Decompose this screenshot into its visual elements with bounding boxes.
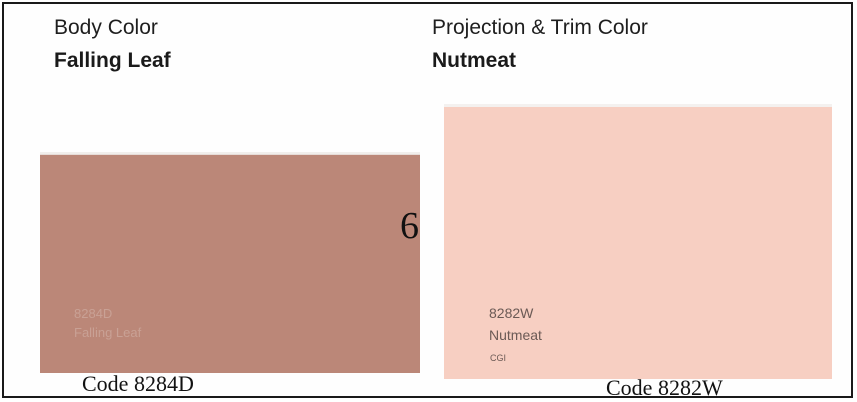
swatch-brand: CGI bbox=[490, 353, 507, 363]
falling-leaf-swatch: 8284D Falling Leaf bbox=[40, 154, 420, 373]
trim-color-heading: Projection & Trim Color bbox=[432, 16, 648, 39]
trim-color-name: Nutmeat bbox=[432, 49, 517, 72]
body-color-name: Falling Leaf bbox=[54, 49, 171, 72]
page-number: 6 bbox=[400, 205, 419, 247]
swatch-label: Falling Leaf bbox=[74, 325, 142, 340]
body-color-heading: Body Color bbox=[54, 16, 158, 39]
right-code-caption: Code 8282W bbox=[606, 375, 723, 400]
nutmeat-swatch: 8282W Nutmeat CGI bbox=[444, 107, 832, 379]
swatch-label: Nutmeat bbox=[489, 327, 542, 343]
swatch-code: 8284D bbox=[74, 306, 113, 321]
left-code-caption: Code 8284D bbox=[82, 371, 194, 396]
swatch-code: 8282W bbox=[489, 305, 534, 321]
